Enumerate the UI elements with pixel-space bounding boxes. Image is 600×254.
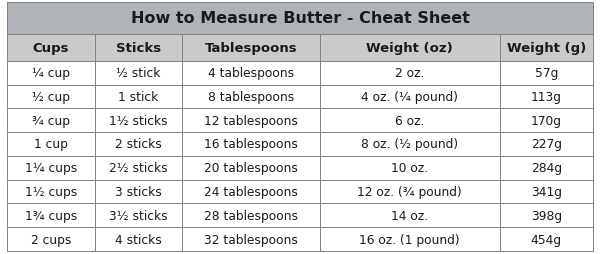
- Bar: [95, 35, 182, 61]
- Text: ½ stick: ½ stick: [116, 67, 161, 80]
- Text: 24 tablespoons: 24 tablespoons: [204, 185, 298, 198]
- Text: 341g: 341g: [531, 185, 562, 198]
- Bar: [7, 156, 95, 180]
- Text: 1 cup: 1 cup: [34, 138, 68, 151]
- Bar: [95, 85, 182, 109]
- Bar: [95, 133, 182, 156]
- Bar: [182, 204, 320, 227]
- Bar: [500, 227, 593, 251]
- Bar: [182, 227, 320, 251]
- Bar: [320, 85, 500, 109]
- Text: 2½ sticks: 2½ sticks: [109, 162, 168, 174]
- Bar: [182, 35, 320, 61]
- Bar: [500, 204, 593, 227]
- Text: Weight (oz): Weight (oz): [367, 42, 453, 55]
- Bar: [95, 156, 182, 180]
- Text: 16 tablespoons: 16 tablespoons: [204, 138, 298, 151]
- Bar: [95, 204, 182, 227]
- Bar: [320, 227, 500, 251]
- Text: 3 sticks: 3 sticks: [115, 185, 162, 198]
- Text: 2 sticks: 2 sticks: [115, 138, 162, 151]
- Bar: [182, 61, 320, 85]
- Bar: [320, 109, 500, 133]
- Text: 4 oz. (¼ pound): 4 oz. (¼ pound): [361, 91, 458, 104]
- Bar: [7, 61, 95, 85]
- Bar: [182, 156, 320, 180]
- Text: 57g: 57g: [535, 67, 558, 80]
- Text: 1¼ cups: 1¼ cups: [25, 162, 77, 174]
- Bar: [500, 61, 593, 85]
- Bar: [95, 109, 182, 133]
- Text: 1½ sticks: 1½ sticks: [109, 114, 168, 127]
- Text: Weight (g): Weight (g): [507, 42, 586, 55]
- Bar: [320, 180, 500, 204]
- Text: 227g: 227g: [531, 138, 562, 151]
- Text: 3½ sticks: 3½ sticks: [109, 209, 168, 222]
- Text: 12 tablespoons: 12 tablespoons: [204, 114, 298, 127]
- Bar: [7, 85, 95, 109]
- Text: 1½ cups: 1½ cups: [25, 185, 77, 198]
- Text: ½ cup: ½ cup: [32, 91, 70, 104]
- Text: 8 oz. (½ pound): 8 oz. (½ pound): [361, 138, 458, 151]
- Bar: [320, 204, 500, 227]
- Text: 2 cups: 2 cups: [31, 233, 71, 246]
- Text: 14 oz.: 14 oz.: [391, 209, 428, 222]
- Bar: [182, 133, 320, 156]
- Bar: [182, 109, 320, 133]
- Text: 2 oz.: 2 oz.: [395, 67, 424, 80]
- Text: Cups: Cups: [33, 42, 69, 55]
- Text: 113g: 113g: [531, 91, 562, 104]
- Bar: [182, 180, 320, 204]
- Text: How to Measure Butter - Cheat Sheet: How to Measure Butter - Cheat Sheet: [131, 11, 469, 26]
- Bar: [500, 156, 593, 180]
- Text: 10 oz.: 10 oz.: [391, 162, 428, 174]
- Text: 6 oz.: 6 oz.: [395, 114, 424, 127]
- Bar: [320, 156, 500, 180]
- Text: 12 oz. (¾ pound): 12 oz. (¾ pound): [358, 185, 462, 198]
- Text: 4 tablespoons: 4 tablespoons: [208, 67, 294, 80]
- Text: Sticks: Sticks: [116, 42, 161, 55]
- Text: 20 tablespoons: 20 tablespoons: [204, 162, 298, 174]
- Bar: [7, 204, 95, 227]
- Text: ¼ cup: ¼ cup: [32, 67, 70, 80]
- Bar: [7, 180, 95, 204]
- Text: 1¾ cups: 1¾ cups: [25, 209, 77, 222]
- Bar: [500, 35, 593, 61]
- Text: ¾ cup: ¾ cup: [32, 114, 70, 127]
- Bar: [320, 133, 500, 156]
- Bar: [500, 109, 593, 133]
- Text: 398g: 398g: [531, 209, 562, 222]
- Bar: [500, 85, 593, 109]
- Bar: [500, 180, 593, 204]
- Text: Tablespoons: Tablespoons: [205, 42, 297, 55]
- Text: 16 oz. (1 pound): 16 oz. (1 pound): [359, 233, 460, 246]
- Text: 454g: 454g: [531, 233, 562, 246]
- Bar: [95, 180, 182, 204]
- Bar: [320, 35, 500, 61]
- Text: 170g: 170g: [531, 114, 562, 127]
- Bar: [7, 35, 95, 61]
- Text: 28 tablespoons: 28 tablespoons: [204, 209, 298, 222]
- Bar: [500, 133, 593, 156]
- Bar: [182, 85, 320, 109]
- Bar: [7, 133, 95, 156]
- Text: 1 stick: 1 stick: [118, 91, 158, 104]
- Bar: [7, 109, 95, 133]
- Bar: [95, 61, 182, 85]
- Bar: [95, 227, 182, 251]
- Bar: [7, 227, 95, 251]
- Text: 32 tablespoons: 32 tablespoons: [204, 233, 298, 246]
- Bar: [7, 3, 593, 35]
- Text: 284g: 284g: [531, 162, 562, 174]
- Text: 4 sticks: 4 sticks: [115, 233, 162, 246]
- Bar: [320, 61, 500, 85]
- Text: 8 tablespoons: 8 tablespoons: [208, 91, 294, 104]
